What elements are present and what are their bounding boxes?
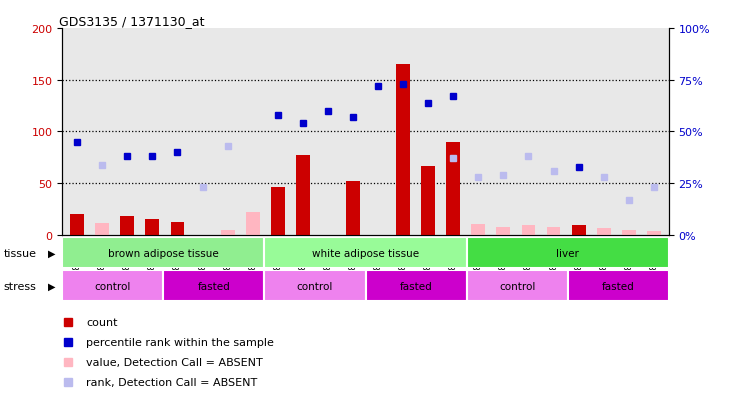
Text: stress: stress [4, 281, 37, 291]
Bar [145, 220, 159, 235]
Bar [547, 227, 561, 235]
Bar [70, 215, 84, 235]
Bar [265, 271, 366, 301]
Bar [296, 156, 310, 235]
Text: ▶: ▶ [48, 248, 55, 258]
Text: value, Detection Call = ABSENT: value, Detection Call = ABSENT [86, 357, 263, 367]
Bar [346, 182, 360, 235]
Bar [622, 230, 636, 235]
Bar [271, 188, 284, 235]
Text: percentile rank within the sample: percentile rank within the sample [86, 337, 274, 347]
Text: tissue: tissue [4, 248, 37, 258]
Bar [163, 271, 265, 301]
Bar [366, 271, 466, 301]
Text: liver: liver [556, 248, 579, 258]
Text: control: control [297, 281, 333, 291]
Bar [471, 224, 485, 235]
Bar [568, 271, 669, 301]
Bar [572, 225, 586, 235]
Text: brown adipose tissue: brown adipose tissue [108, 248, 219, 258]
Text: count: count [86, 317, 118, 327]
Text: GDS3135 / 1371130_at: GDS3135 / 1371130_at [59, 15, 205, 28]
Bar [246, 213, 260, 235]
Bar [121, 217, 135, 235]
Bar [265, 237, 466, 268]
Bar [221, 230, 235, 235]
Text: rank, Detection Call = ABSENT: rank, Detection Call = ABSENT [86, 377, 257, 387]
Bar [62, 271, 163, 301]
Bar [95, 223, 109, 235]
Bar [62, 237, 265, 268]
Bar [522, 225, 535, 235]
Text: fasted: fasted [400, 281, 433, 291]
Text: fasted: fasted [602, 281, 635, 291]
Bar [496, 227, 510, 235]
Text: control: control [499, 281, 535, 291]
Bar [447, 142, 460, 235]
Text: control: control [94, 281, 131, 291]
Bar [466, 237, 669, 268]
Text: fasted: fasted [197, 281, 230, 291]
Text: ▶: ▶ [48, 281, 55, 291]
Bar [170, 222, 184, 235]
Text: white adipose tissue: white adipose tissue [312, 248, 419, 258]
Bar [421, 166, 435, 235]
Bar [466, 271, 568, 301]
Bar [647, 231, 661, 235]
Bar [596, 228, 610, 235]
Bar [396, 65, 410, 235]
